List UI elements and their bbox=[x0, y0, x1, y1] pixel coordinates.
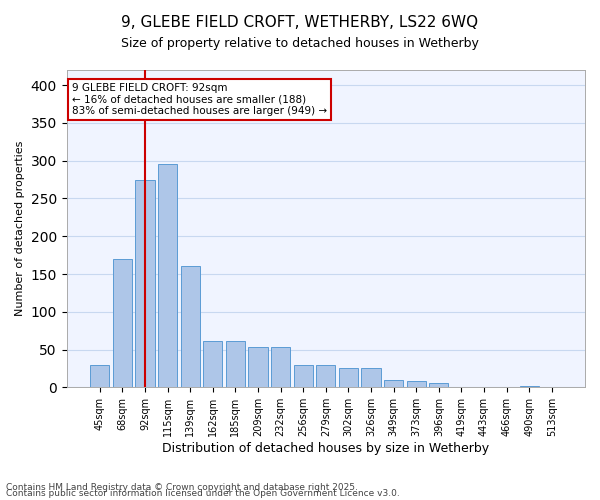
Y-axis label: Number of detached properties: Number of detached properties bbox=[15, 141, 25, 316]
Bar bbox=[136, 180, 155, 388]
Bar bbox=[520, 386, 539, 388]
Bar bbox=[407, 382, 426, 388]
Text: Contains HM Land Registry data © Crown copyright and database right 2025.: Contains HM Land Registry data © Crown c… bbox=[6, 484, 358, 492]
Bar bbox=[339, 368, 358, 388]
Bar bbox=[248, 348, 268, 388]
Bar bbox=[384, 380, 403, 388]
X-axis label: Distribution of detached houses by size in Wetherby: Distribution of detached houses by size … bbox=[162, 442, 490, 455]
Bar bbox=[293, 364, 313, 388]
Bar bbox=[271, 348, 290, 388]
Bar bbox=[542, 386, 562, 388]
Bar bbox=[316, 364, 335, 388]
Bar bbox=[475, 386, 494, 388]
Bar bbox=[497, 386, 516, 388]
Bar bbox=[226, 340, 245, 388]
Text: 9, GLEBE FIELD CROFT, WETHERBY, LS22 6WQ: 9, GLEBE FIELD CROFT, WETHERBY, LS22 6WQ bbox=[121, 15, 479, 30]
Bar bbox=[113, 259, 132, 388]
Bar bbox=[158, 164, 177, 388]
Bar bbox=[361, 368, 380, 388]
Text: Contains public sector information licensed under the Open Government Licence v3: Contains public sector information licen… bbox=[6, 490, 400, 498]
Bar bbox=[90, 364, 109, 388]
Bar bbox=[181, 266, 200, 388]
Text: 9 GLEBE FIELD CROFT: 92sqm
← 16% of detached houses are smaller (188)
83% of sem: 9 GLEBE FIELD CROFT: 92sqm ← 16% of deta… bbox=[72, 82, 327, 116]
Bar bbox=[429, 383, 448, 388]
Bar bbox=[452, 386, 471, 388]
Text: Size of property relative to detached houses in Wetherby: Size of property relative to detached ho… bbox=[121, 38, 479, 51]
Bar bbox=[203, 340, 223, 388]
